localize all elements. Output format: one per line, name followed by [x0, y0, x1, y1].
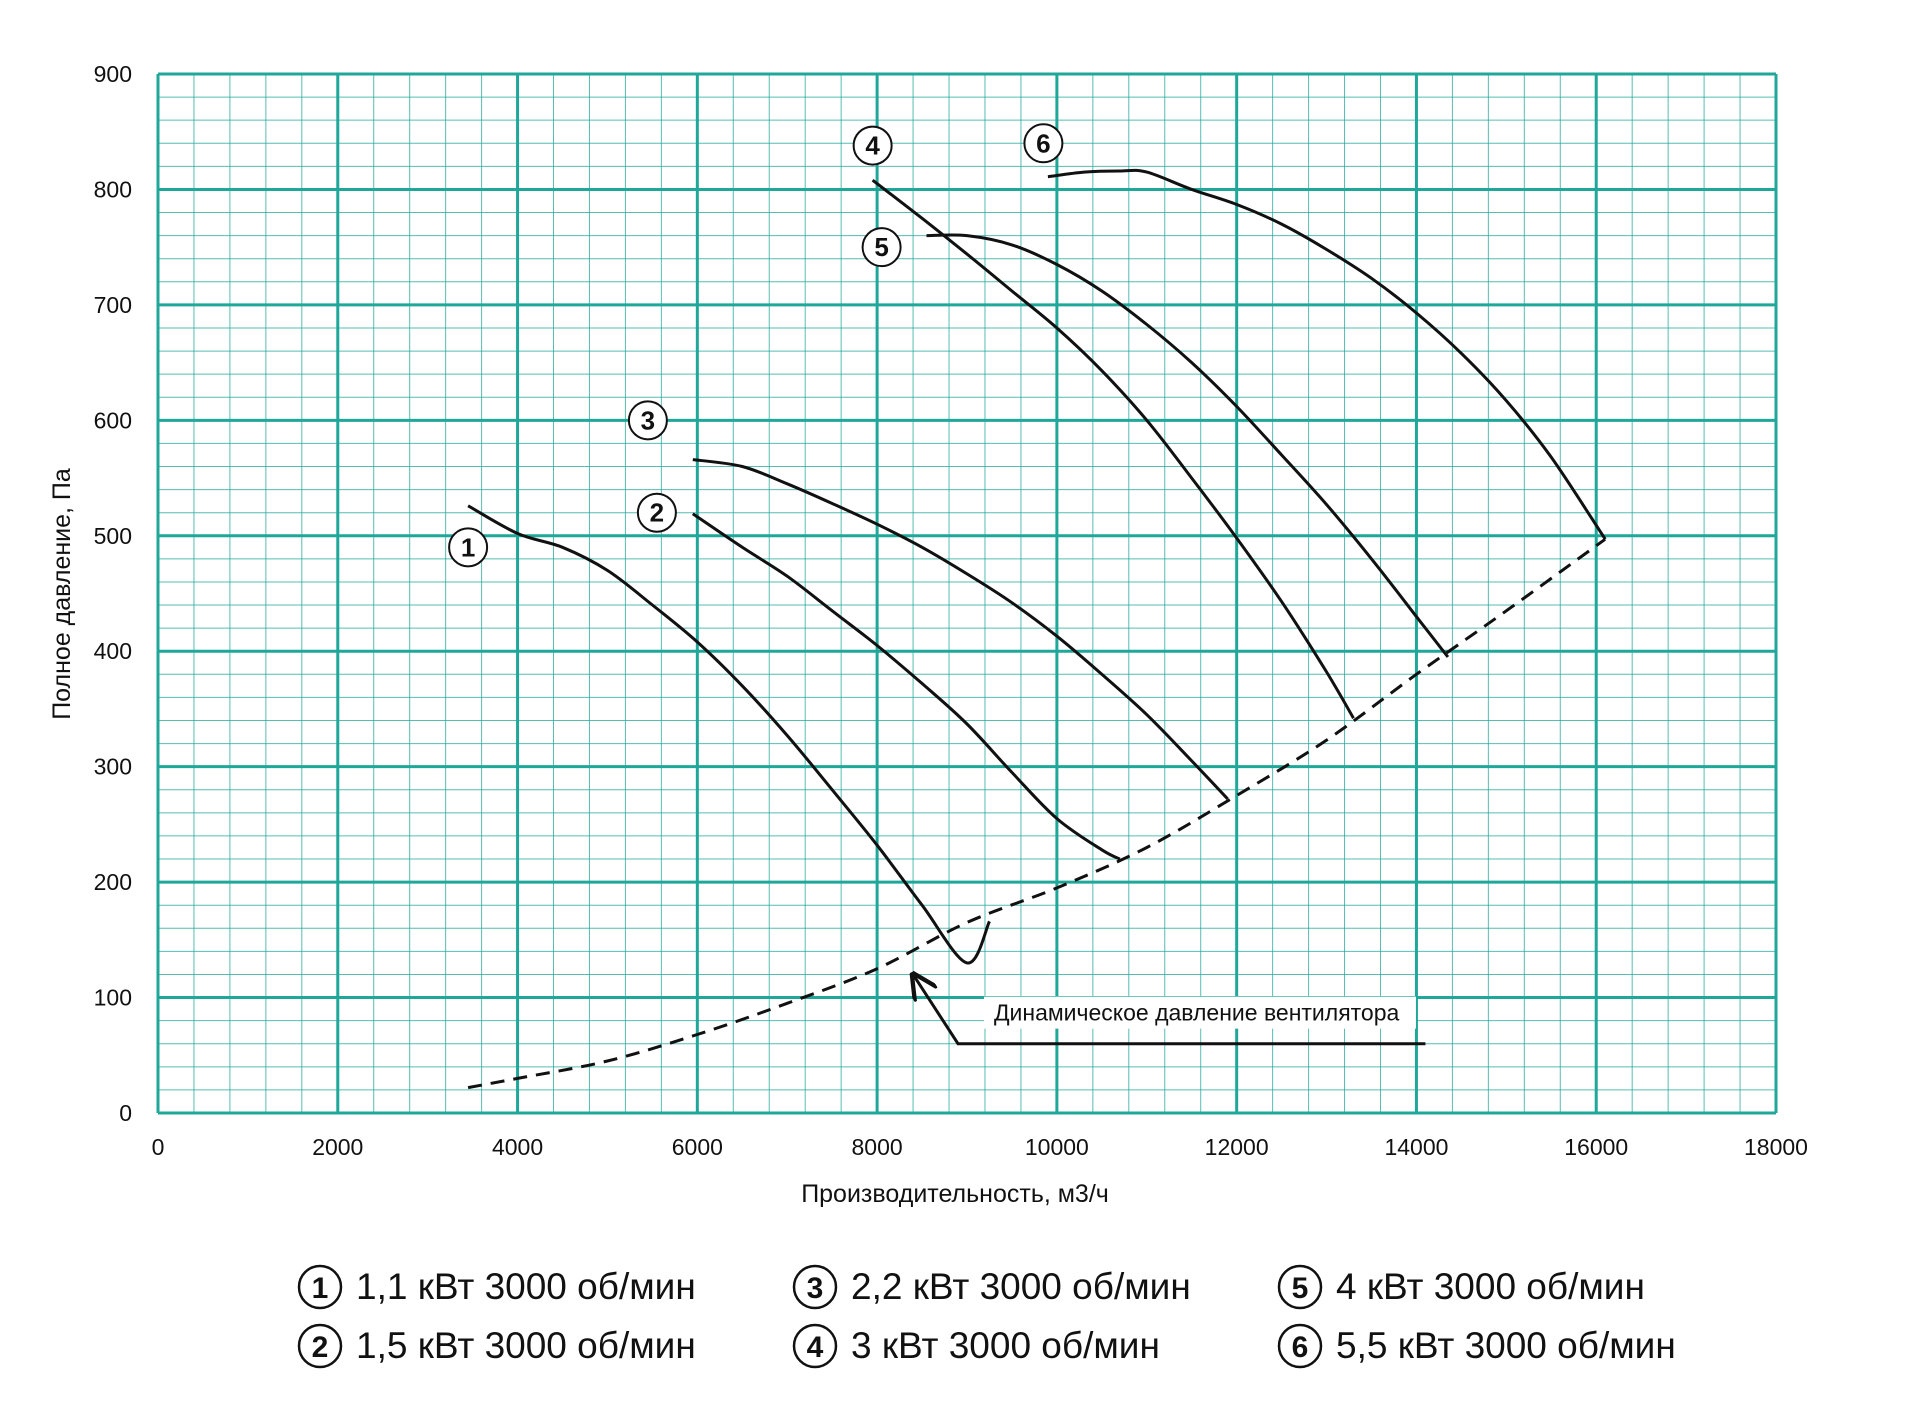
legend-number-6: 6 [1292, 1331, 1309, 1364]
curve-label-6: 6 [1036, 128, 1050, 158]
curve-label-5: 5 [874, 232, 888, 262]
curve-label-circle [636, 492, 677, 533]
legend-marker [297, 1264, 343, 1310]
x-tick-label: 12000 [1205, 1134, 1269, 1160]
grid-minor [157, 73, 1777, 1114]
y-tick-label: 700 [94, 292, 132, 318]
x-tick-label: 10000 [1025, 1134, 1089, 1160]
legend-entry-2: 1,5 кВт 3000 об/мин [356, 1325, 696, 1366]
series-group [467, 168, 1607, 965]
series-line-6 [1047, 168, 1607, 541]
legend-marker [792, 1323, 838, 1369]
grid-major [156, 72, 1778, 1115]
legend-number-3: 3 [807, 1272, 824, 1305]
y-tick-label: 400 [94, 638, 132, 664]
legend-entry-3: 2,2 кВт 3000 об/мин [851, 1266, 1191, 1307]
dynamic-pressure-group: Динамическое давление вентилятора [467, 537, 1607, 1090]
series-line-5 [926, 233, 1450, 658]
legend-number-5: 5 [1292, 1272, 1309, 1305]
curve-label-circle [448, 527, 489, 568]
y-tick-label: 100 [94, 985, 132, 1011]
series-line-3 [692, 458, 1229, 801]
annotation-background [983, 996, 1416, 1029]
x-tick-label: 6000 [672, 1134, 723, 1160]
x-tick-label: 4000 [492, 1134, 543, 1160]
x-tick-label: 2000 [312, 1134, 363, 1160]
x-axis-title: Производительность, м3/ч [801, 1180, 1109, 1208]
series-line-2 [691, 512, 1121, 861]
y-axis-title: Полное давление, Па [48, 468, 76, 720]
legend-marker [1277, 1323, 1323, 1369]
x-tick-label: 14000 [1384, 1134, 1448, 1160]
y-tick-label: 500 [94, 523, 132, 549]
legend-number-1: 1 [312, 1272, 329, 1305]
legend-number-4: 4 [807, 1331, 824, 1364]
y-tick-label: 800 [94, 176, 132, 202]
dynamic-pressure-curve [467, 537, 1607, 1090]
legend-marker [297, 1323, 343, 1369]
x-tick-label: 8000 [852, 1134, 903, 1160]
series-line-4 [871, 179, 1355, 719]
curve-label-circle [861, 227, 902, 268]
legend-entry-4: 3 кВт 3000 об/мин [851, 1325, 1160, 1366]
x-tick-label: 0 [152, 1134, 165, 1160]
series-line-1 [467, 504, 991, 965]
y-tick-label: 200 [94, 869, 132, 895]
curve-label-3: 3 [641, 405, 655, 435]
curve-label-circle [627, 400, 668, 441]
legend-marker [1277, 1264, 1323, 1310]
curve-label-circle [1023, 123, 1064, 164]
y-tick-label: 300 [94, 754, 132, 780]
y-axis-ticks: 0 100 200 300 400 500 600 700 800 900 [94, 61, 132, 1126]
legend-entry-6: 5,5 кВт 3000 об/мин [1336, 1325, 1676, 1366]
y-tick-label: 600 [94, 407, 132, 433]
curve-label-4: 4 [865, 131, 880, 161]
y-tick-label: 0 [119, 1100, 132, 1126]
legend-entry-1: 1,1 кВт 3000 об/мин [356, 1266, 696, 1307]
legend: 1 1,1 кВт 3000 об/мин 2 1,5 кВт 3000 об/мин… [297, 1264, 1676, 1369]
dynamic-pressure-label: Динамическое давление вентилятора [994, 1000, 1400, 1026]
curve-label-circle [852, 125, 893, 166]
x-tick-label: 16000 [1564, 1134, 1628, 1160]
y-tick-label: 900 [94, 61, 132, 87]
curve-labels: 1 2 3 4 5 6 [448, 123, 1064, 568]
x-axis-ticks: 0 2000 4000 6000 8000 10000 12000 14000 16000 180… [152, 1134, 1808, 1160]
curve-label-1: 1 [461, 532, 475, 562]
legend-entry-5: 4 кВт 3000 об/мин [1336, 1266, 1645, 1307]
x-tick-label: 18000 [1744, 1134, 1808, 1160]
curve-label-2: 2 [650, 498, 664, 528]
dynamic-pressure-leader-arrow [913, 974, 1426, 1046]
legend-marker [792, 1264, 838, 1310]
legend-number-2: 2 [312, 1331, 329, 1364]
